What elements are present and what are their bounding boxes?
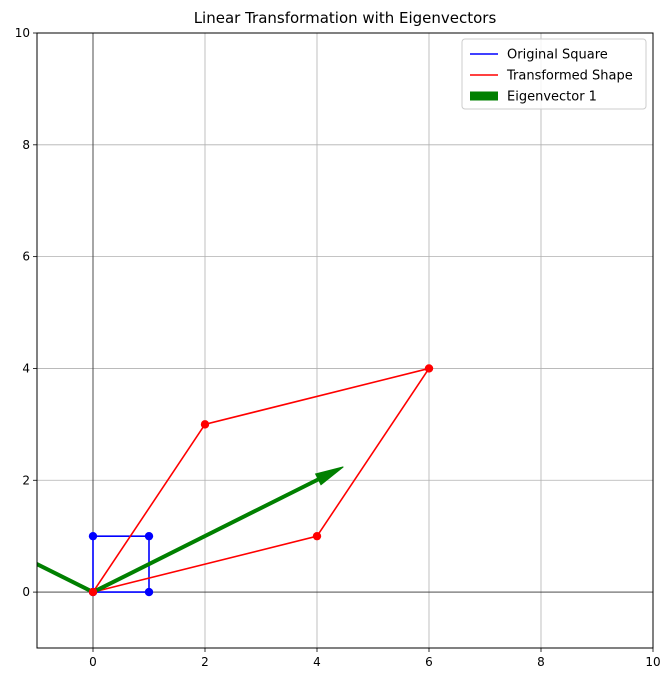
legend-swatch	[470, 91, 498, 101]
y-tick-label: 4	[22, 361, 30, 375]
markers-layer	[88, 364, 434, 597]
eigenvector-negative-segment	[37, 561, 94, 594]
x-tick-label: 2	[201, 655, 209, 669]
data-point	[312, 531, 322, 541]
x-tick-label: 8	[537, 655, 545, 669]
data-point	[88, 531, 98, 541]
plot-frame	[36, 32, 654, 649]
data-point	[88, 587, 98, 597]
legend-box	[461, 38, 647, 110]
y-tick-label: 6	[22, 250, 30, 264]
grid	[37, 32, 654, 648]
x-tick-label: 0	[89, 655, 97, 669]
legend-label: Original Square	[507, 48, 608, 63]
data-point	[144, 587, 154, 597]
legend-label: Transformed Shape	[506, 69, 633, 84]
data-point	[200, 420, 210, 429]
axis-ticks: 0 2 4 6 8 10 0 2 4 6 8 10	[15, 26, 661, 669]
eigenvector-1-shaft	[92, 476, 321, 594]
eigenvector-1-arrowhead	[314, 466, 344, 486]
y-tick-label: 0	[22, 585, 30, 599]
data-point	[144, 531, 154, 541]
y-tick-label: 10	[15, 26, 30, 40]
x-tick-label: 10	[645, 655, 660, 669]
y-tick-label: 2	[22, 473, 30, 487]
x-tick-label: 6	[425, 655, 433, 669]
legend-label: Eigenvector 1	[507, 90, 597, 105]
chart-title: Linear Transformation with Eigenvectors	[194, 9, 497, 27]
x-tick-label: 4	[313, 655, 321, 669]
y-tick-label: 8	[22, 138, 30, 152]
data-point	[424, 364, 434, 373]
legend: Original Square Transformed Shape Eigenvec…	[461, 38, 647, 110]
